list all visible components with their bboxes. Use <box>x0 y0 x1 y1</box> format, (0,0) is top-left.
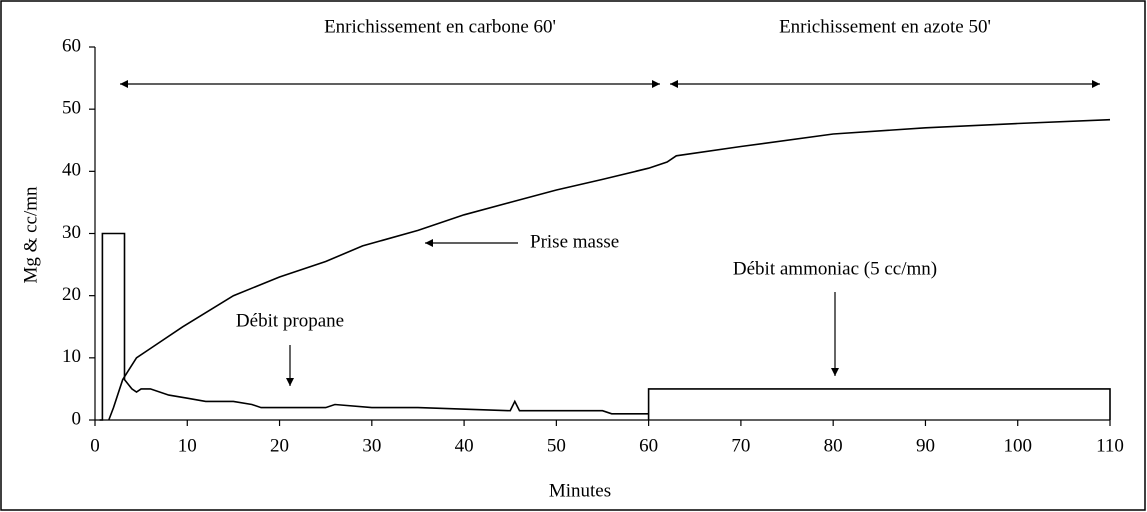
y-tick-label: 60 <box>62 35 81 56</box>
x-tick-label: 30 <box>362 435 381 456</box>
annotation: Débit ammoniac (5 cc/mn) <box>733 258 937 279</box>
annotation: Enrichissement en carbone 60' <box>324 16 556 37</box>
x-tick-label: 70 <box>731 435 750 456</box>
y-axis-label: Mg & cc/mn <box>20 186 41 284</box>
annotation: Prise masse <box>530 231 619 252</box>
annotation: Débit propane <box>236 310 344 331</box>
y-tick-label: 0 <box>72 408 82 429</box>
y-tick-label: 40 <box>62 160 81 181</box>
annotation: Enrichissement en azote 50' <box>779 16 991 37</box>
x-tick-label: 90 <box>916 435 935 456</box>
x-tick-label: 50 <box>547 435 566 456</box>
x-axis-label: Minutes <box>549 480 611 501</box>
line <box>647 388 1111 420</box>
line <box>99 232 649 421</box>
y-tick-label: 30 <box>62 222 81 243</box>
x-tick-label: 20 <box>270 435 289 456</box>
x-tick-label: 100 <box>1003 435 1032 456</box>
y-tick-label: 50 <box>62 98 81 119</box>
x-tick-label: 80 <box>824 435 843 456</box>
line <box>108 118 1111 421</box>
x-tick-label: 0 <box>90 435 100 456</box>
x-tick-label: 60 <box>639 435 658 456</box>
y-tick-label: 20 <box>62 284 81 305</box>
x-tick-label: 40 <box>455 435 474 456</box>
x-tick-label: 10 <box>178 435 197 456</box>
y-tick-label: 10 <box>62 346 81 367</box>
x-tick-label: 110 <box>1096 435 1124 456</box>
